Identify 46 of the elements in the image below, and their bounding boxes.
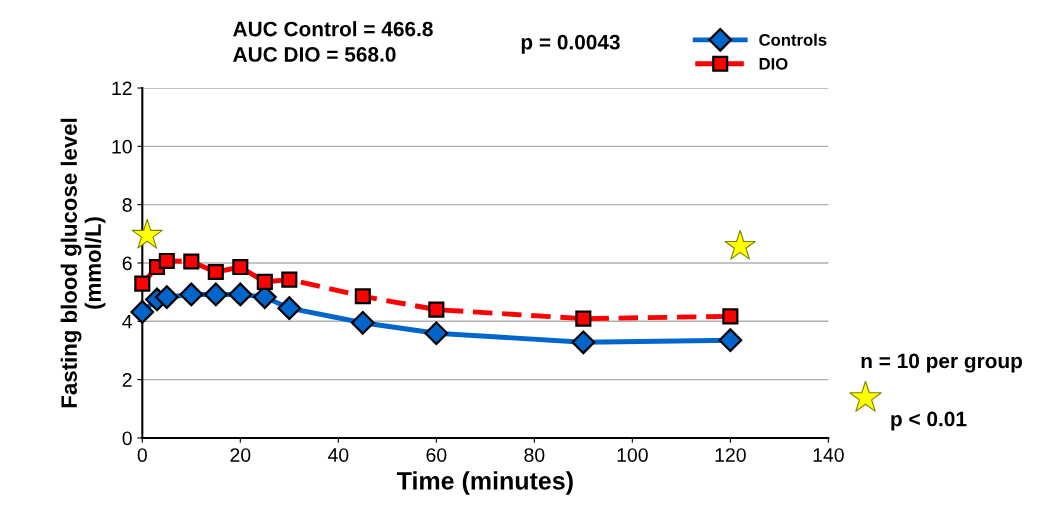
x-tick-label: 0 — [137, 448, 147, 462]
y-tick-label: 2 — [122, 373, 132, 387]
text: n = 10 per group — [861, 353, 1023, 373]
point — [232, 259, 249, 276]
point — [718, 328, 743, 353]
point — [130, 300, 155, 324]
text: p < 0.01 — [891, 411, 967, 431]
point — [724, 229, 756, 260]
x-tick-label: 40 — [327, 448, 349, 462]
x-tick-label: 60 — [426, 448, 447, 462]
y-tick-label: 10 — [112, 139, 132, 154]
point — [256, 273, 273, 290]
point — [281, 271, 298, 288]
point — [722, 308, 739, 325]
legend-label: Controls — [759, 33, 827, 46]
y-tick-label: 6 — [122, 256, 132, 271]
y-tick-label: 0 — [122, 431, 132, 446]
point — [179, 282, 204, 307]
y-tick-label: 4 — [122, 314, 133, 329]
point — [183, 253, 200, 270]
text: p = 0.0043 — [521, 34, 620, 54]
y-axis-title: Fasting blood glucose level (mmol/L) — [60, 118, 106, 408]
point — [131, 218, 163, 249]
y-tick-label: 12 — [112, 81, 132, 96]
y-tick-label: 8 — [122, 198, 132, 212]
point — [575, 310, 592, 327]
x-axis-title: Time (minutes) — [396, 471, 573, 495]
legend-label: DIO — [759, 57, 788, 70]
point — [203, 282, 228, 307]
point — [207, 263, 224, 281]
point — [571, 330, 596, 355]
point — [154, 285, 179, 309]
point — [350, 310, 375, 335]
x-tick-label: 20 — [230, 448, 251, 462]
x-tick-label: 120 — [715, 448, 746, 462]
point — [428, 301, 445, 318]
point — [277, 296, 302, 321]
x-tick-label: 100 — [617, 448, 648, 462]
point — [228, 282, 253, 307]
point — [134, 275, 151, 292]
text: AUC Control = 466.8 AUC DIO = 568.0 — [233, 21, 433, 62]
point — [354, 288, 371, 305]
point — [158, 252, 175, 269]
point — [424, 321, 449, 346]
x-tick-label: 80 — [524, 448, 545, 462]
x-tick-label: 140 — [813, 448, 844, 462]
